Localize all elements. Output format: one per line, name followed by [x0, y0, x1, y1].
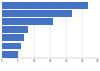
Bar	[2, 43, 21, 49]
Bar	[2, 26, 28, 33]
Bar	[2, 18, 53, 25]
Bar	[2, 2, 88, 9]
Bar	[2, 10, 72, 17]
Bar	[2, 51, 18, 58]
Bar	[2, 35, 24, 41]
